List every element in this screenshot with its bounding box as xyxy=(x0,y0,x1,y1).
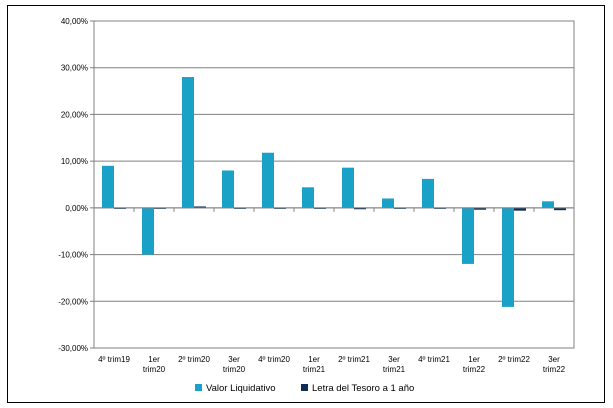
bar-chart: 40,00% 30,00% 20,00% 10,00% 0,00% -10,00% -20,… xyxy=(58,17,575,394)
bar-valor-liquidativo xyxy=(262,152,274,208)
x-tick-label: 2º trim20 xyxy=(178,355,210,364)
bar-valor-liquidativo xyxy=(302,187,314,208)
bar-valor-liquidativo xyxy=(342,167,354,208)
legend: Valor Liquidativo Letra del Tesoro a 1 añ… xyxy=(195,383,414,394)
bar-valor-liquidativo xyxy=(462,207,474,264)
y-tick-label: 20,00% xyxy=(61,110,88,119)
bar-valor-liquidativo xyxy=(382,198,394,208)
x-tick-label: 2º trim22 xyxy=(498,355,530,364)
x-tick-label: trim22 xyxy=(543,365,566,374)
legend-label: Letra del Tesoro a 1 año xyxy=(312,383,414,394)
bar-valor-liquidativo xyxy=(222,170,234,208)
y-axis-ticks: 40,00% 30,00% 20,00% 10,00% 0,00% -10,00% -20,… xyxy=(58,17,94,353)
bar-valor-liquidativo xyxy=(102,165,114,208)
x-tick-label: 3er xyxy=(548,355,560,364)
x-tick-label: 2º trim21 xyxy=(338,355,370,364)
y-tick-label: 10,00% xyxy=(61,157,88,166)
y-tick-label: -30,00% xyxy=(58,344,88,353)
legend-swatch xyxy=(301,384,308,391)
bar-letra-tesoro xyxy=(554,207,566,211)
y-tick-label: -20,00% xyxy=(58,297,88,306)
legend-label: Valor Liquidativo xyxy=(206,383,276,394)
x-tick-label: trim21 xyxy=(303,365,326,374)
chart-frame: 40,00% 30,00% 20,00% 10,00% 0,00% -10,00% -20,… xyxy=(7,5,605,403)
bar-valor-liquidativo xyxy=(142,207,154,255)
x-tick-label: trim20 xyxy=(143,365,166,374)
x-tick-label: trim21 xyxy=(383,365,406,374)
x-tick-label: 1er xyxy=(308,355,320,364)
x-tick-label: 1er xyxy=(148,355,160,364)
x-tick-label: 3er xyxy=(388,355,400,364)
x-tick-label: 4º trim20 xyxy=(258,355,290,364)
x-tick-label: 1er xyxy=(468,355,480,364)
bar-valor-liquidativo xyxy=(422,178,434,208)
bar-letra-tesoro xyxy=(514,207,526,211)
plot-area xyxy=(93,20,575,349)
x-tick-label: trim22 xyxy=(463,365,486,374)
x-tick-label: 4º trim19 xyxy=(98,355,130,364)
x-tick-label: 4º trim21 xyxy=(418,355,450,364)
x-tick-label: trim20 xyxy=(223,365,246,374)
bar-letra-tesoro xyxy=(474,207,486,210)
bar-valor-liquidativo xyxy=(542,201,554,208)
y-tick-label: 30,00% xyxy=(61,64,88,73)
bar-valor-liquidativo xyxy=(182,77,194,208)
bars xyxy=(102,77,566,307)
y-tick-label: -10,00% xyxy=(58,251,88,260)
bar-letra-tesoro xyxy=(194,206,206,208)
y-tick-label: 0,00% xyxy=(65,204,88,213)
legend-swatch xyxy=(195,384,202,391)
bar-valor-liquidativo xyxy=(502,207,514,307)
bar-letra-tesoro xyxy=(354,207,366,210)
y-tick-label: 40,00% xyxy=(61,17,88,26)
x-tick-label: 3er xyxy=(228,355,240,364)
